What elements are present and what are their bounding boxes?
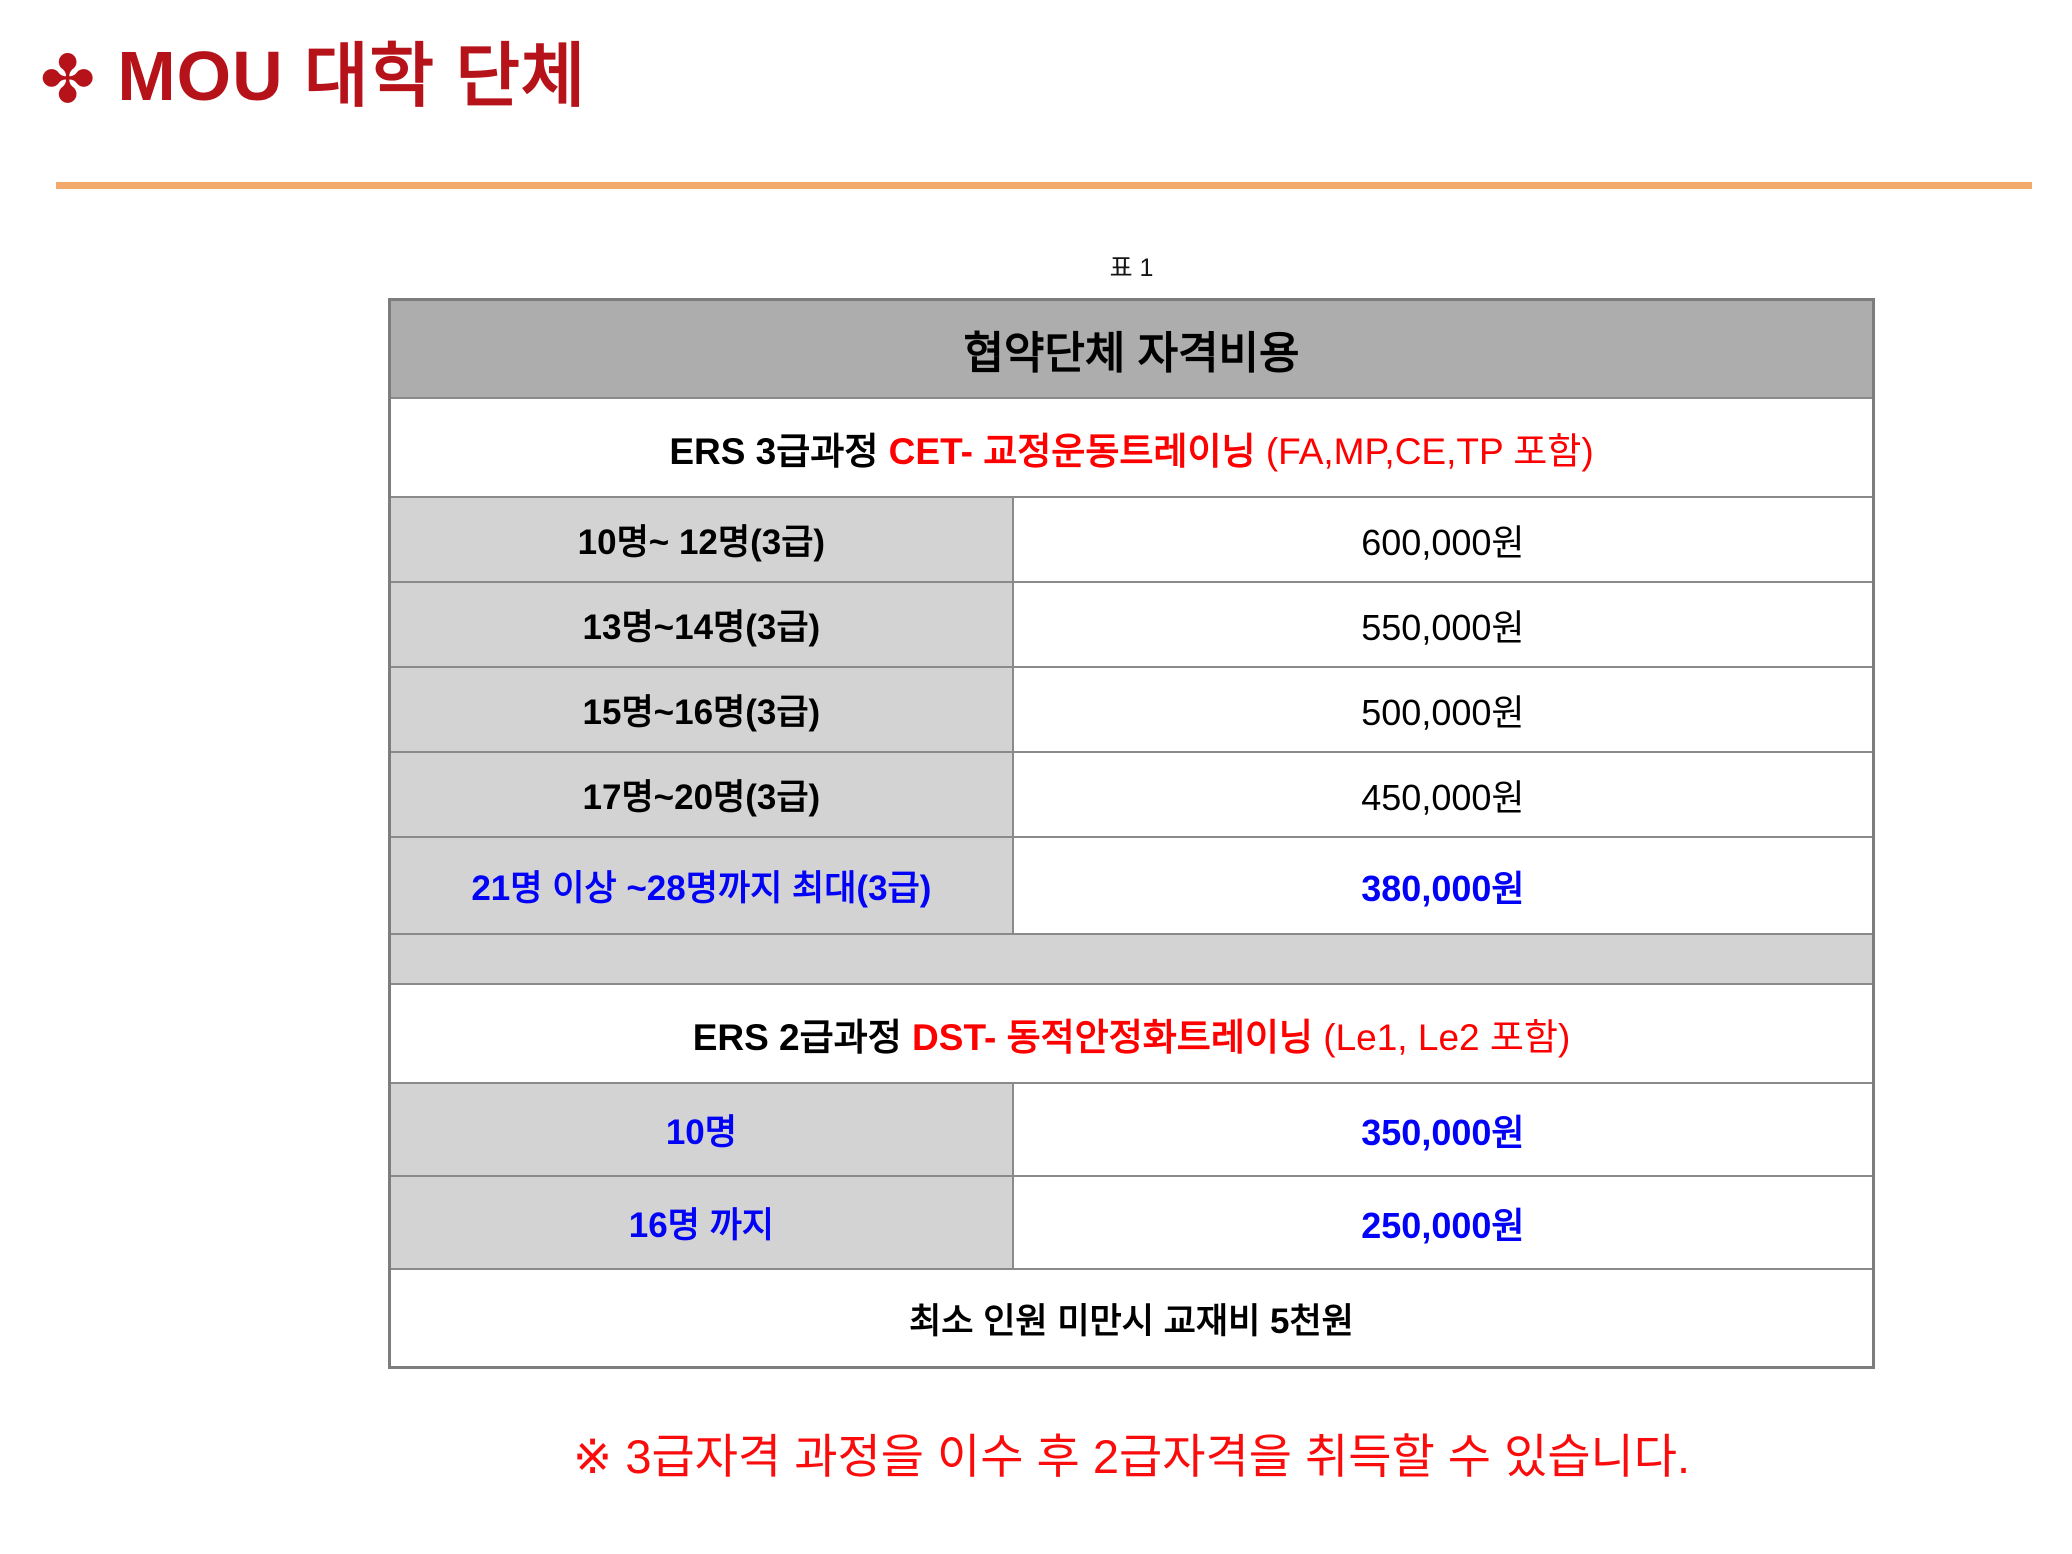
row-label-cell: 13명~14명(3급)	[388, 581, 1014, 668]
page-title-text: MOU 대학 단체	[117, 37, 587, 115]
section1-course-name: ERS 3급과정	[669, 430, 889, 472]
table-row: 10명~ 12명(3급) 600,000원	[388, 496, 1875, 583]
table-header-cell: 협약단체 자격비용	[388, 298, 1875, 399]
table-row-highlighted: 21명 이상 ~28명까지 최대(3급) 380,000원	[388, 836, 1875, 935]
table-footer-row: 최소 인원 미만시 교재비 5천원	[388, 1268, 1875, 1369]
pricing-table: 협약단체 자격비용 ERS 3급과정 CET- 교정운동트레이닝 (FA,MP,…	[388, 298, 1875, 1369]
row-price-cell: 500,000원	[1011, 666, 1875, 753]
table-header-row: 협약단체 자격비용	[388, 298, 1875, 399]
row-label-cell: 10명~ 12명(3급)	[388, 496, 1014, 583]
pricing-table-block: 표 1 협약단체 자격비용 ERS 3급과정 CET- 교정운동트레이닝 (FA…	[388, 248, 1875, 1369]
row-label-cell: 10명	[388, 1082, 1014, 1177]
row-price-cell: 380,000원	[1011, 836, 1875, 935]
section2-title-row: ERS 2급과정 DST- 동적안정화트레이닝 (Le1, Le2 포함)	[388, 983, 1875, 1084]
row-label-cell: 16명 까지	[388, 1175, 1014, 1270]
section2-course-name: ERS 2급과정	[692, 1016, 913, 1058]
section2-course-included: (Le1, Le2 포함)	[1323, 1016, 1571, 1058]
row-label-cell: 21명 이상 ~28명까지 최대(3급)	[388, 836, 1014, 935]
row-label-cell: 17명~20명(3급)	[388, 751, 1014, 838]
table-row-highlighted: 10명 350,000원	[388, 1082, 1875, 1177]
section1-title-row: ERS 3급과정 CET- 교정운동트레이닝 (FA,MP,CE,TP 포함)	[388, 397, 1875, 498]
row-price-cell: 550,000원	[1011, 581, 1875, 668]
row-label-cell: 15명~16명(3급)	[388, 666, 1014, 753]
row-price-cell: 600,000원	[1011, 496, 1875, 583]
section1-course-detail: CET- 교정운동트레이닝	[888, 430, 1266, 472]
table-row: 15명~16명(3급) 500,000원	[388, 666, 1875, 753]
separator-cell	[388, 933, 1875, 985]
section1-course-included: (FA,MP,CE,TP 포함)	[1265, 430, 1594, 472]
section2-title-cell: ERS 2급과정 DST- 동적안정화트레이닝 (Le1, Le2 포함)	[388, 983, 1875, 1084]
clover-asterisk-icon: ✤	[40, 41, 96, 116]
row-price-cell: 250,000원	[1011, 1175, 1875, 1270]
table-caption: 표 1	[1109, 254, 1154, 282]
orange-divider-line	[56, 182, 2032, 189]
table-row: 13명~14명(3급) 550,000원	[388, 581, 1875, 668]
section1-title-cell: ERS 3급과정 CET- 교정운동트레이닝 (FA,MP,CE,TP 포함)	[388, 397, 1875, 498]
section2-course-detail: DST- 동적안정화트레이닝	[912, 1016, 1324, 1058]
row-price-cell: 450,000원	[1011, 751, 1875, 838]
table-row: 17명~20명(3급) 450,000원	[388, 751, 1875, 838]
separator-row	[388, 933, 1875, 985]
table-footer-cell: 최소 인원 미만시 교재비 5천원	[388, 1268, 1875, 1369]
row-price-cell: 350,000원	[1011, 1082, 1875, 1177]
bottom-note: ※ 3급자격 과정을 이수 후 2급자격을 취득할 수 있습니다.	[572, 1430, 1691, 1483]
page-title: ✤ MOU 대학 단체	[40, 38, 586, 115]
table-row-highlighted: 16명 까지 250,000원	[388, 1175, 1875, 1270]
